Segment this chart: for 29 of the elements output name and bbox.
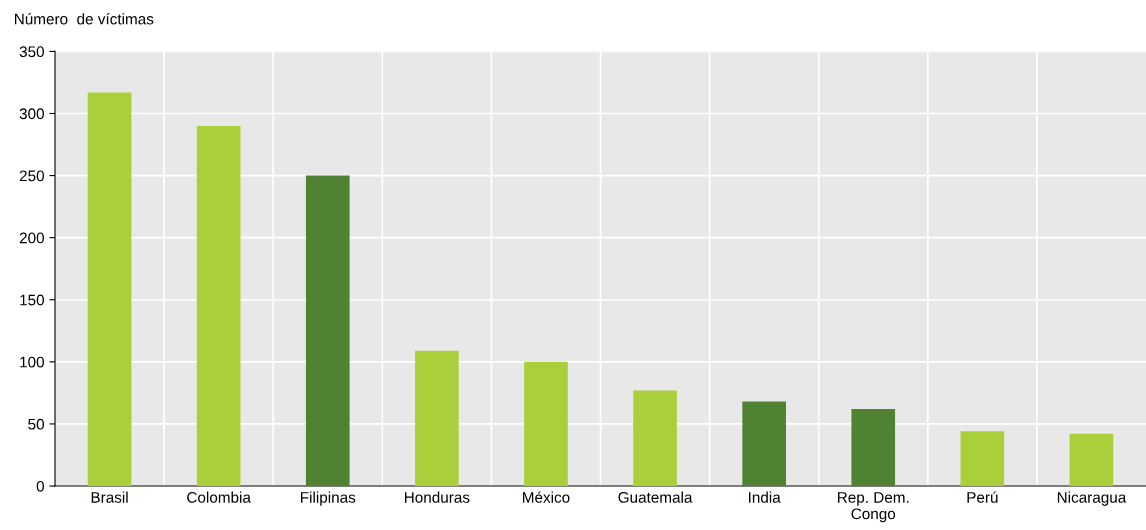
x-tick-label: Filipinas <box>300 491 356 506</box>
y-tick-label: 0 <box>36 480 44 492</box>
y-axis-title: Número de víctimas <box>15 13 154 25</box>
y-tick-label: 50 <box>28 418 44 430</box>
x-tick-label: India <box>749 491 781 503</box>
y-tick-label: 100 <box>20 356 44 368</box>
y-tick-label: 250 <box>19 170 44 182</box>
bar <box>415 350 459 487</box>
bar <box>1069 433 1114 487</box>
bar <box>87 92 132 487</box>
x-tick-label: Brasil <box>91 491 128 503</box>
y-tick-label: 350 <box>19 46 44 58</box>
x-tick-label: Perú <box>967 491 998 503</box>
bar <box>851 409 896 487</box>
x-tick-label: Colombia <box>187 491 251 503</box>
y-tick-label: 150 <box>20 294 44 306</box>
bar <box>305 175 350 487</box>
x-tick-label: Nicaragua <box>1057 491 1127 506</box>
x-tick-label: México <box>523 491 570 503</box>
y-tick-label: 300 <box>19 108 44 120</box>
bar <box>524 361 568 487</box>
y-tick-label: 200 <box>19 232 44 244</box>
bar <box>742 401 786 487</box>
bar <box>633 390 677 487</box>
bar <box>960 431 1005 487</box>
bar <box>196 125 241 487</box>
x-tick-label: Rep. Dem. Congo <box>838 492 909 523</box>
x-tick-label: Guatemala <box>618 491 693 503</box>
x-tick-label: Honduras <box>404 491 470 503</box>
